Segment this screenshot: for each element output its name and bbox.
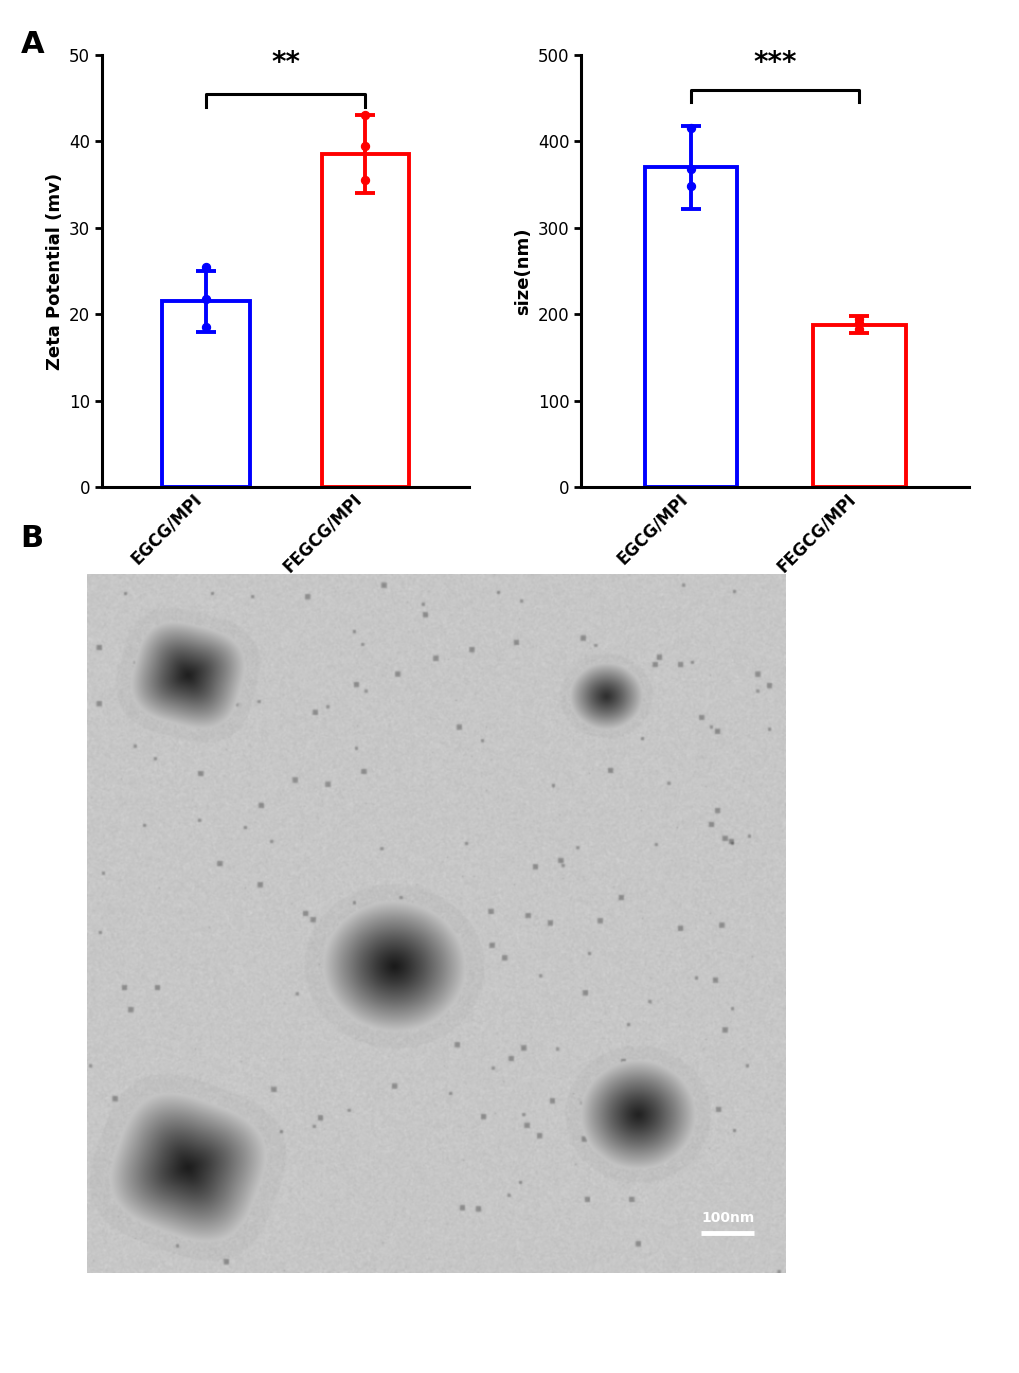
Point <box>357 135 373 157</box>
Point <box>851 319 867 341</box>
Point <box>198 255 214 277</box>
Point <box>198 288 214 310</box>
Text: A: A <box>20 30 44 59</box>
Text: B: B <box>20 524 44 553</box>
Bar <box>812 325 905 487</box>
Point <box>682 158 698 180</box>
Text: ***: *** <box>753 48 796 77</box>
Y-axis label: size(nm): size(nm) <box>514 228 532 314</box>
Point <box>682 118 698 140</box>
Y-axis label: Zeta Potential (mv): Zeta Potential (mv) <box>46 173 63 369</box>
Point <box>851 312 867 334</box>
Text: 100nm: 100nm <box>700 1211 754 1225</box>
Point <box>357 169 373 191</box>
Bar <box>321 154 409 487</box>
Text: **: ** <box>271 48 300 77</box>
Point <box>198 316 214 338</box>
Point <box>357 104 373 126</box>
Point <box>851 308 867 330</box>
Bar <box>162 302 250 487</box>
Bar <box>644 168 737 487</box>
Point <box>682 176 698 198</box>
